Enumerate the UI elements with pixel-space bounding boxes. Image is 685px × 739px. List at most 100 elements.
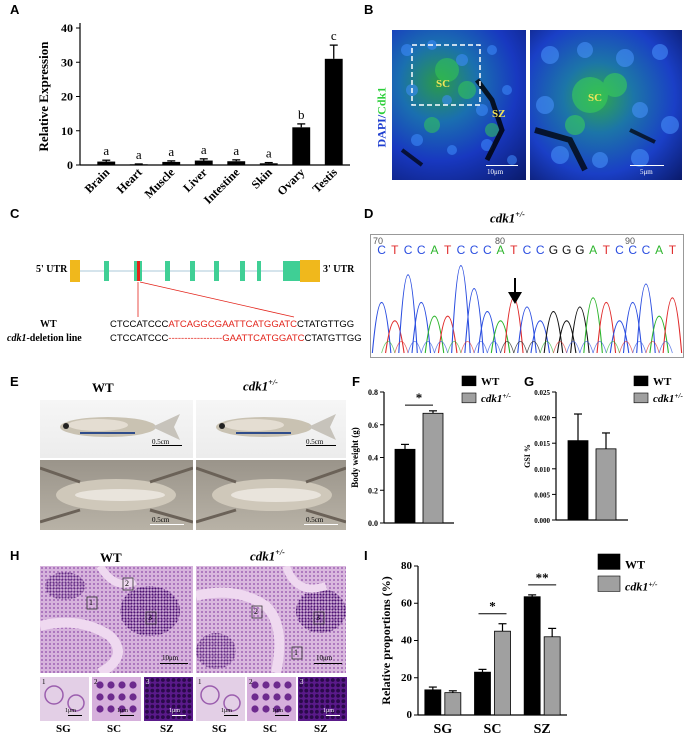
inset-label-sg-mut: SG [212, 723, 227, 735]
y-axis-label: GSI % [523, 444, 532, 468]
trace-peak [570, 306, 590, 354]
title-base: cdk1 [243, 378, 269, 394]
panel-label-e: E [10, 374, 19, 389]
significance-letter: a [233, 143, 239, 158]
y-tick-label: 0.4 [368, 454, 378, 463]
histology-inset-sz: 3 1μm [144, 677, 193, 721]
bar [424, 689, 442, 716]
legend-swatch [461, 375, 477, 387]
base-call: G [561, 243, 572, 257]
significance-letter: c [331, 28, 337, 43]
region-box-3: 3 [316, 613, 320, 622]
y-tick-label: 80 [401, 560, 413, 572]
significance-letter: a [103, 143, 109, 158]
histology-image-wt: 1 2 3 10μm [40, 566, 193, 673]
base-call: C [456, 243, 466, 257]
legend-swatch [597, 553, 621, 570]
trace-peak [645, 341, 660, 354]
panel-label-i: I [364, 548, 368, 563]
trace-peak [605, 341, 620, 354]
gene-structure-panel: 5' UTR 3' UTR WT cdk1-deletion line CTCC… [0, 225, 362, 375]
bar [595, 448, 617, 521]
trace-peak [371, 301, 392, 354]
bar [194, 160, 213, 165]
tissue-expression-chart: 0 10 20 30 40 Relative Expression a Brain a Heart… [36, 21, 350, 205]
trace-peak [636, 283, 656, 354]
base-call: C [522, 243, 532, 257]
y-tick-label: 40 [61, 21, 73, 35]
base-call: C [535, 243, 545, 257]
seq-deleted-segment: ATCAGGCGAATTCATGGATC [168, 319, 298, 330]
histology-wt-title: WT [100, 550, 122, 565]
scale-text: 1μm [65, 708, 76, 714]
scale-text: 0.5cm [152, 516, 170, 524]
trace-peak [381, 341, 396, 354]
inset-number: 2 [94, 678, 98, 686]
title-base: cdk1 [250, 548, 276, 564]
bar [422, 412, 444, 524]
trace-peak [553, 341, 568, 354]
scale-text: 5μm [640, 168, 653, 176]
trace-peak [451, 265, 471, 354]
legend-sup: +/- [674, 392, 683, 400]
base-call: T [510, 243, 518, 257]
base-call: T [391, 243, 399, 257]
gene-name: cdk1 [7, 333, 27, 344]
x-tick-label: Skin [248, 165, 275, 192]
position-80: 80 [495, 236, 506, 246]
base-call: T [602, 243, 610, 257]
histology-mut-title: cdk1+/- [250, 548, 285, 564]
legend-swatch [461, 392, 477, 404]
scale-bar [150, 524, 184, 525]
y-axis-label: Relative proportions (%) [379, 576, 393, 704]
fluorescence-image-right: SC 5μm [530, 30, 682, 180]
base-call: T [668, 243, 677, 257]
trace-peak [622, 301, 643, 354]
trace-peak [424, 315, 445, 354]
inset-label-sz-mut: SZ [314, 723, 328, 735]
trace-peak [394, 341, 409, 354]
bar [227, 161, 246, 165]
seq-segment: CTCCATCCC [110, 319, 169, 330]
scale-text: 10μm [316, 654, 333, 662]
trace-peak [513, 341, 528, 354]
inset-label-sc-mut: SC [263, 723, 278, 735]
chromatogram-title: cdk1+/- [490, 210, 525, 226]
histology-inset-sg: 1 1μm [196, 677, 245, 721]
scale-text: 0.5cm [306, 516, 324, 524]
fish-wt-title: WT [92, 380, 114, 395]
histology-inset-sg: 1 1μm [40, 677, 89, 721]
scale-bar [486, 165, 518, 166]
legend-swatch [597, 575, 621, 592]
x-tick-label: SZ [534, 722, 551, 737]
y-tick-label: 20 [401, 672, 413, 684]
bar [162, 161, 181, 165]
cdk1-label: Cdk1 [374, 86, 389, 115]
scale-text: 10μm [162, 654, 179, 662]
region-box-2: 2 [125, 579, 129, 588]
y-tick-label: 0.000 [534, 517, 550, 525]
panel-label-b: B [364, 2, 374, 17]
base-call: C [615, 243, 624, 257]
region-box-1: 1 [89, 598, 93, 607]
base-call: C [483, 243, 492, 257]
scale-bar [152, 445, 182, 446]
scale-bar [326, 715, 340, 716]
wt-sequence: CTCCATCCCATCAGGCGAATTCATGGATCCTATGTTGG [110, 319, 354, 330]
legend-sup: +/- [648, 579, 658, 588]
scale-text: 0.5cm [152, 438, 170, 446]
x-tick-label: Liver [180, 165, 210, 195]
y-tick-label: 0.0 [368, 519, 378, 528]
y-tick-label: 10 [61, 124, 73, 138]
title-sup: +/- [268, 378, 278, 387]
trace-peak [649, 315, 669, 354]
cell-proportion-chart: 0 20 40 60 80 Relative proportions (%) SG SC SZ W… [379, 553, 658, 737]
x-tick-label: Heart [114, 165, 145, 196]
trace-peak [447, 341, 462, 354]
x-tick-label: SG [433, 722, 452, 737]
trace-peak [460, 341, 475, 354]
dissection-photo-wt: 0.5cm [40, 460, 193, 530]
inset-number: 3 [300, 678, 304, 686]
trace-peak [526, 341, 541, 354]
